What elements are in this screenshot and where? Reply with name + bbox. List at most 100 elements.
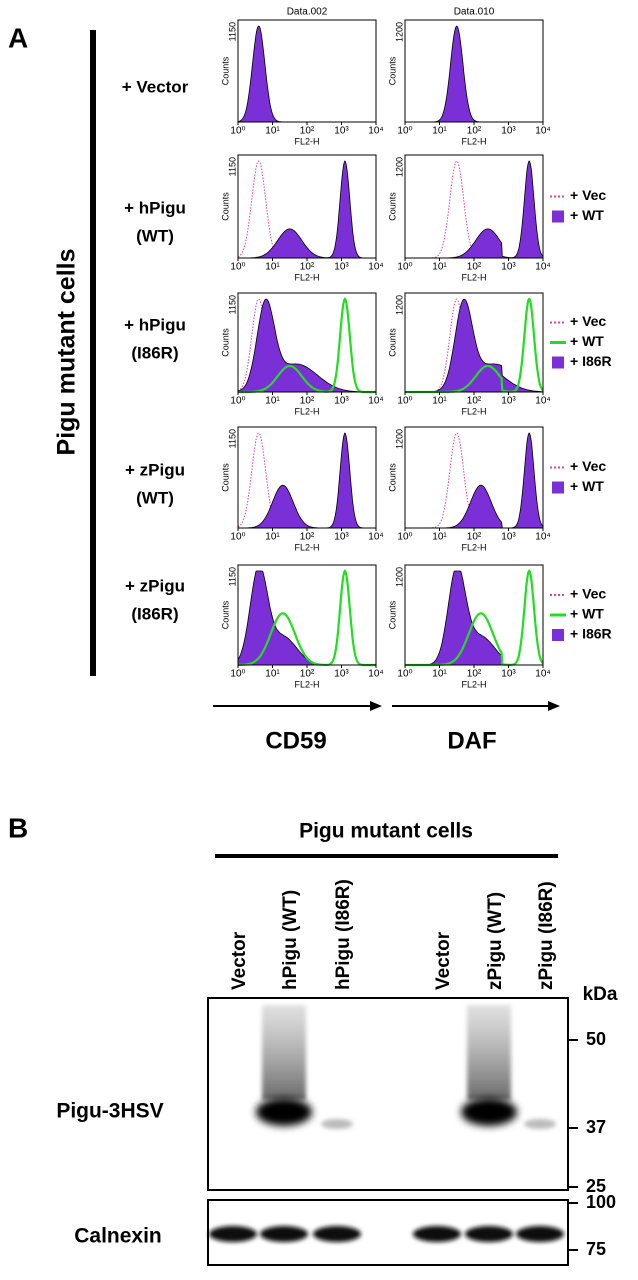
y-tick-label: 1150	[227, 567, 237, 586]
x-tick-label: 10²	[467, 396, 482, 407]
x-axis-label: FL2-H	[294, 272, 319, 282]
row-label: (WT)	[136, 226, 174, 245]
x-axis-label: FL2-H	[294, 542, 319, 552]
y-axis-label: Counts	[220, 463, 230, 492]
x-tick-label: 10¹	[432, 669, 447, 680]
histogram	[405, 570, 543, 666]
x-axis-label: FL2-H	[461, 679, 486, 689]
histogram	[238, 160, 376, 259]
y-tick-label: 1200	[394, 429, 404, 449]
x-tick-label: 10⁴	[535, 396, 550, 407]
x-tick-label: 10⁰	[397, 532, 412, 543]
y-tick-label: 1150	[227, 157, 237, 176]
legend-label: + WT	[570, 333, 604, 349]
band	[461, 1098, 517, 1126]
legend-label: + Vec	[570, 187, 606, 203]
x-tick-label: 10⁰	[230, 126, 245, 137]
smear	[262, 1005, 306, 1100]
legend-swatch	[552, 629, 564, 641]
plot-title: Data.010	[454, 7, 495, 18]
plot-frame	[404, 19, 544, 123]
y-axis-label: Counts	[387, 328, 397, 357]
lane-label: hPigu (WT)	[280, 890, 301, 990]
x-tick-label: 10⁴	[368, 396, 383, 407]
histogram	[238, 432, 376, 529]
legend-label: + I86R	[570, 626, 612, 642]
x-tick-label: 10¹	[265, 126, 280, 137]
side-label: Pigu mutant cells	[53, 249, 81, 456]
arrow-head	[370, 701, 382, 711]
histogram	[238, 297, 376, 394]
x-tick-label: 10³	[501, 669, 516, 680]
y-tick-label: 1200	[394, 157, 404, 177]
x-axis-label: FL2-H	[461, 272, 486, 282]
lane-label: zPigu (I86R)	[536, 881, 557, 990]
x-tick-label: 10⁰	[397, 396, 412, 407]
x-tick-label: 10³	[501, 532, 516, 543]
x-tick-label: 10⁴	[368, 532, 383, 543]
lane-label: Vector	[433, 931, 454, 990]
x-tick-label: 10³	[334, 262, 349, 273]
y-tick-label: 1150	[227, 429, 237, 448]
x-tick-label: 10¹	[265, 262, 280, 273]
marker-label: 50	[586, 1029, 606, 1049]
band	[413, 1226, 461, 1242]
lane-label: zPigu (WT)	[485, 892, 506, 990]
y-tick-label: 1150	[227, 295, 237, 314]
x-tick-label: 10⁰	[397, 669, 412, 680]
y-axis-label: Counts	[387, 600, 397, 629]
y-tick-label: 1200	[394, 22, 404, 42]
x-tick-label: 10⁴	[535, 669, 550, 680]
x-tick-label: 10³	[334, 396, 349, 407]
x-tick-label: 10⁰	[397, 262, 412, 273]
y-tick-label: 1200	[394, 567, 404, 587]
band	[524, 1119, 556, 1129]
x-axis-label: FL2-H	[461, 136, 486, 146]
x-tick-label: 10²	[467, 532, 482, 543]
x-tick-label: 10²	[467, 126, 482, 137]
histogram	[405, 160, 544, 259]
marker-label: 25	[586, 1176, 606, 1196]
x-tick-label: 10⁴	[535, 532, 550, 543]
x-tick-label: 10²	[300, 669, 315, 680]
marker-label: 100	[586, 1192, 616, 1212]
plot-title: Data.002	[287, 7, 328, 18]
blot-label: Calnexin	[74, 1225, 162, 1248]
x-tick-label: 10¹	[432, 532, 447, 543]
blot-title: Pigu mutant cells	[299, 820, 473, 843]
y-tick-label: 1200	[394, 295, 404, 315]
y-axis-label: Counts	[387, 56, 397, 85]
x-tick-label: 10³	[334, 532, 349, 543]
x-axis-label: FL2-H	[461, 542, 486, 552]
x-tick-label: 10²	[467, 669, 482, 680]
x-tick-label: 10¹	[265, 669, 280, 680]
legend-label: + Vec	[570, 458, 606, 474]
x-tick-label: 10²	[467, 262, 482, 273]
x-tick-label: 10⁰	[397, 126, 412, 137]
row-label: + hPigu	[124, 198, 186, 217]
smear	[467, 1005, 511, 1100]
x-tick-label: 10¹	[432, 262, 447, 273]
x-tick-label: 10²	[300, 532, 315, 543]
x-tick-label: 10¹	[265, 532, 280, 543]
legend-swatch	[552, 481, 564, 494]
panel-label: A	[8, 22, 28, 53]
histogram	[237, 298, 376, 393]
marker-label: 75	[586, 1239, 606, 1259]
histogram	[237, 25, 376, 123]
x-tick-label: 10⁴	[535, 126, 550, 137]
band	[209, 1226, 257, 1242]
band	[313, 1226, 361, 1242]
row-label: (I86R)	[131, 343, 178, 362]
x-tick-label: 10²	[300, 126, 315, 137]
marker-label: CD59	[265, 727, 326, 754]
band	[516, 1226, 564, 1242]
legend-swatch	[552, 210, 564, 223]
histogram	[237, 432, 376, 529]
x-tick-label: 10¹	[432, 126, 447, 137]
x-tick-label: 10³	[334, 669, 349, 680]
row-label: + zPigu	[125, 576, 185, 595]
marker-label: DAF	[447, 727, 496, 754]
y-axis-label: Counts	[220, 56, 230, 85]
